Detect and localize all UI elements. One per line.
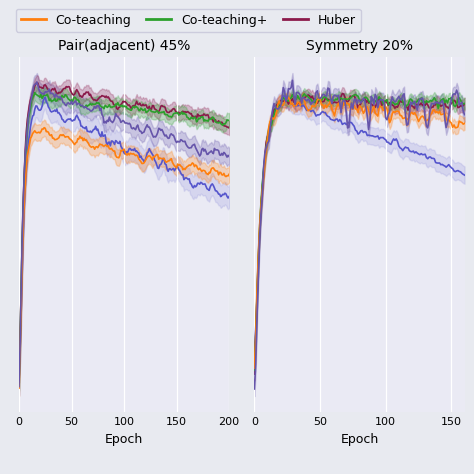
X-axis label: Epoch: Epoch [340,433,379,446]
Title: Pair(adjacent) 45%: Pair(adjacent) 45% [58,39,190,53]
X-axis label: Epoch: Epoch [105,433,143,446]
Legend: Co-teaching, Co-teaching+, Huber: Co-teaching, Co-teaching+, Huber [16,9,361,32]
Title: Symmetry 20%: Symmetry 20% [306,39,413,53]
